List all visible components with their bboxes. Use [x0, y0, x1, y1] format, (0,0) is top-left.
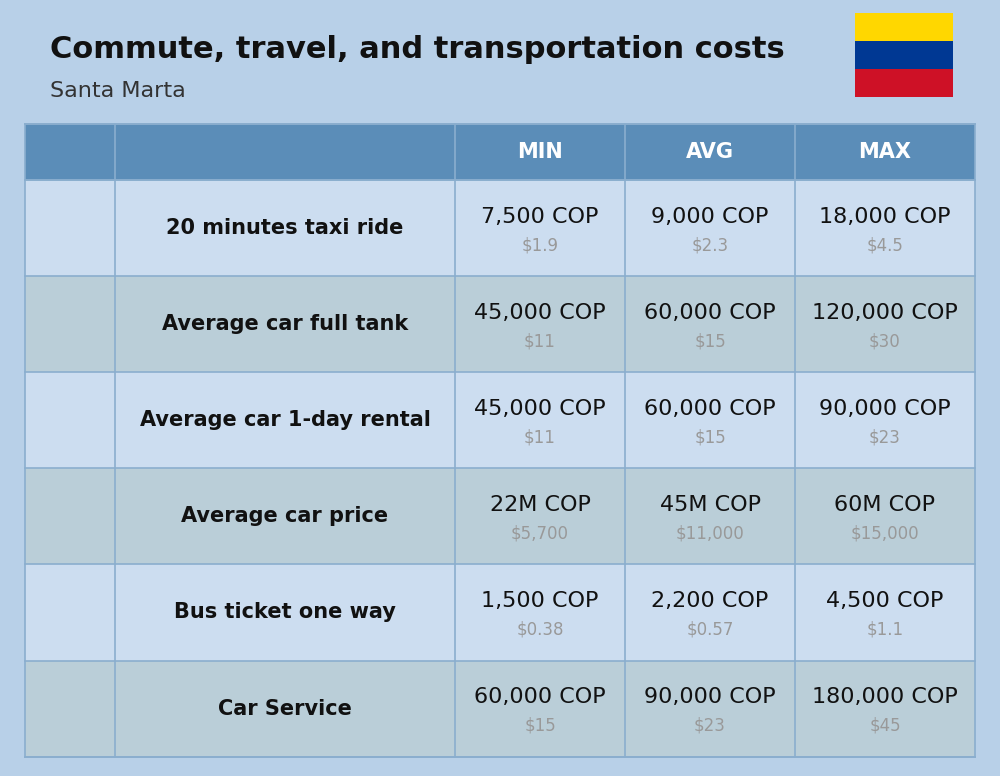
Text: $2.3: $2.3	[691, 237, 729, 255]
Text: Car Service: Car Service	[218, 698, 352, 719]
Circle shape	[146, 278, 162, 290]
Text: AVG: AVG	[686, 142, 734, 162]
Text: $15,000: $15,000	[851, 525, 919, 542]
Text: $30: $30	[869, 332, 901, 351]
Circle shape	[148, 428, 156, 434]
FancyBboxPatch shape	[158, 628, 201, 642]
Circle shape	[201, 282, 208, 287]
Text: Santa Marta: Santa Marta	[50, 81, 186, 102]
Text: 120,000 COP: 120,000 COP	[812, 303, 958, 323]
FancyBboxPatch shape	[163, 631, 196, 639]
Text: $11,000: $11,000	[676, 525, 744, 542]
FancyBboxPatch shape	[139, 620, 212, 633]
Circle shape	[131, 619, 151, 635]
Text: $1.9: $1.9	[522, 237, 558, 255]
Text: Commute, travel, and transportation costs: Commute, travel, and transportation cost…	[50, 35, 785, 64]
Text: $15: $15	[694, 428, 726, 446]
Text: $15: $15	[524, 717, 556, 735]
FancyBboxPatch shape	[156, 390, 203, 402]
FancyBboxPatch shape	[154, 320, 194, 365]
FancyBboxPatch shape	[194, 333, 208, 337]
Text: 90,000 COP: 90,000 COP	[819, 399, 951, 419]
Text: MIN: MIN	[517, 142, 563, 162]
Text: 60,000 COP: 60,000 COP	[474, 687, 606, 707]
Text: MAX: MAX	[858, 142, 912, 162]
Circle shape	[143, 424, 161, 438]
FancyBboxPatch shape	[133, 401, 225, 430]
Circle shape	[152, 581, 159, 587]
FancyBboxPatch shape	[133, 475, 225, 504]
Circle shape	[136, 623, 146, 631]
Text: Bus ticket one way: Bus ticket one way	[174, 602, 396, 622]
Circle shape	[197, 424, 216, 438]
Text: 20 minutes taxi ride: 20 minutes taxi ride	[166, 218, 404, 238]
Text: 22M COP: 22M COP	[490, 495, 590, 514]
Text: 60,000 COP: 60,000 COP	[644, 303, 776, 323]
Text: $1.1: $1.1	[866, 621, 904, 639]
Circle shape	[205, 623, 215, 631]
Circle shape	[197, 278, 213, 290]
FancyBboxPatch shape	[146, 363, 197, 366]
Text: $0.57: $0.57	[686, 621, 734, 639]
FancyBboxPatch shape	[161, 326, 187, 340]
Text: 45M COP: 45M COP	[660, 495, 761, 514]
Text: $23: $23	[694, 717, 726, 735]
Text: Average car 1-day rental: Average car 1-day rental	[140, 411, 430, 430]
Circle shape	[197, 497, 216, 512]
Text: $45: $45	[869, 717, 901, 735]
Text: TAXI: TAXI	[170, 263, 188, 269]
Circle shape	[192, 655, 205, 665]
FancyBboxPatch shape	[139, 565, 219, 572]
FancyBboxPatch shape	[197, 549, 216, 560]
FancyBboxPatch shape	[150, 386, 209, 404]
Text: 45,000 COP: 45,000 COP	[474, 399, 606, 419]
Circle shape	[148, 578, 164, 591]
Text: Average car full tank: Average car full tank	[162, 314, 408, 334]
Text: $15: $15	[694, 332, 726, 351]
Text: 90,000 COP: 90,000 COP	[644, 687, 776, 707]
Circle shape	[195, 657, 201, 662]
Circle shape	[195, 578, 211, 591]
FancyBboxPatch shape	[132, 251, 227, 286]
Text: $5,700: $5,700	[511, 525, 569, 542]
Text: 2,200 COP: 2,200 COP	[651, 591, 769, 611]
Circle shape	[150, 282, 157, 287]
FancyBboxPatch shape	[137, 540, 222, 584]
Circle shape	[200, 619, 220, 635]
Text: Average car price: Average car price	[181, 507, 389, 526]
Text: 18,000 COP: 18,000 COP	[819, 206, 951, 227]
Text: 9,000 COP: 9,000 COP	[651, 206, 769, 227]
Text: 60,000 COP: 60,000 COP	[644, 399, 776, 419]
Text: 45,000 COP: 45,000 COP	[474, 303, 606, 323]
Text: $0.38: $0.38	[516, 621, 564, 639]
Circle shape	[157, 657, 163, 662]
Circle shape	[143, 497, 161, 512]
Text: 180,000 COP: 180,000 COP	[812, 687, 958, 707]
Text: 1,500 COP: 1,500 COP	[481, 591, 599, 611]
FancyBboxPatch shape	[157, 240, 176, 254]
FancyBboxPatch shape	[150, 459, 209, 479]
Text: $11: $11	[524, 332, 556, 351]
Text: 60M COP: 60M COP	[834, 495, 936, 514]
FancyBboxPatch shape	[156, 463, 203, 476]
Circle shape	[148, 501, 156, 508]
Circle shape	[202, 428, 211, 434]
Text: $23: $23	[869, 428, 901, 446]
Circle shape	[199, 581, 207, 587]
FancyBboxPatch shape	[176, 549, 194, 560]
Circle shape	[202, 501, 211, 508]
Text: $11: $11	[524, 428, 556, 446]
FancyBboxPatch shape	[146, 639, 212, 660]
Text: 4,500 COP: 4,500 COP	[826, 591, 944, 611]
Text: 7,500 COP: 7,500 COP	[481, 206, 599, 227]
Circle shape	[154, 655, 166, 665]
Text: $4.5: $4.5	[867, 237, 903, 255]
FancyBboxPatch shape	[150, 235, 209, 258]
FancyBboxPatch shape	[154, 549, 172, 560]
FancyBboxPatch shape	[183, 240, 201, 254]
